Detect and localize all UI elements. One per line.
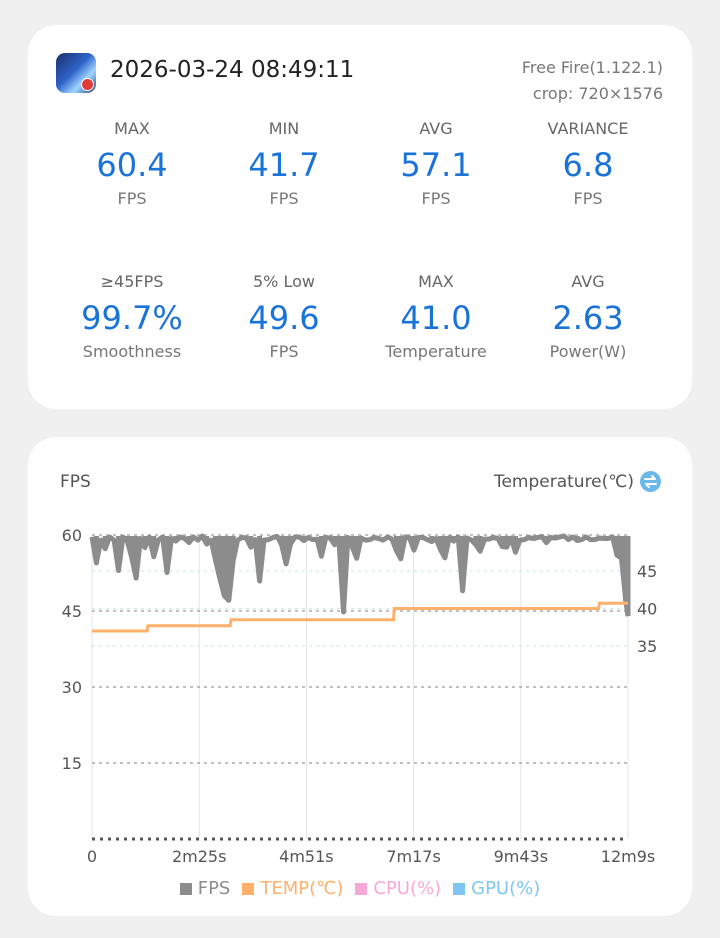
- stat-label: MAX: [114, 119, 150, 138]
- stat-unit: Power(W): [549, 342, 627, 361]
- stat-value: 2.63: [552, 299, 624, 337]
- legend-swatch: [179, 883, 192, 895]
- fps-dip-bar: [230, 536, 236, 561]
- x-tick-label: 4m51s: [279, 847, 333, 866]
- right-axis-title: Temperature(℃): [493, 472, 634, 492]
- legend-label: GPU(%): [471, 878, 541, 899]
- stat-unit: Temperature: [385, 342, 487, 361]
- stat-label: 5% Low: [253, 272, 315, 291]
- session-datetime: 2026-03-24 08:49:11: [110, 57, 355, 83]
- y-left-tick-label: 45: [62, 602, 82, 621]
- stats-grid: MAX 60.4 FPS MIN 41.7 FPS AVG 57.1 FPS V…: [56, 120, 664, 403]
- legend-label: FPS: [197, 878, 231, 899]
- y-right-tick-label: 40: [637, 600, 657, 619]
- y-right-tick-label: 35: [637, 637, 657, 656]
- fps-dip-bar: [618, 536, 624, 558]
- stat-value: 57.1: [400, 146, 472, 184]
- legend-label: CPU(%): [373, 878, 442, 899]
- stat-unit: FPS: [573, 189, 603, 208]
- y-left-tick-label: 30: [62, 678, 82, 697]
- stat-value: 6.8: [562, 146, 614, 184]
- legend-label: TEMP(℃): [260, 878, 344, 899]
- fps-dip-bar: [477, 536, 483, 552]
- legend-swatch: [453, 883, 466, 895]
- summary-card: 2026-03-24 08:49:11 Free Fire(1.122.1) c…: [28, 25, 692, 409]
- stat-label: AVG: [571, 272, 605, 291]
- stat-label: AVG: [419, 119, 453, 138]
- crop-size: crop: 720×1576: [532, 84, 663, 103]
- legend-item[interactable]: CPU(%): [355, 878, 441, 899]
- fps-dip-bar: [473, 536, 479, 545]
- stat-unit: FPS: [269, 189, 299, 208]
- app-name: Free Fire(1.122.1): [521, 58, 663, 77]
- x-tick-label: 0: [87, 847, 97, 866]
- chart-card: 0 2m25s 4m51s 7m17s 9m43s 12m9s 15 30 45 60 35 40 45…: [28, 437, 692, 916]
- legend-item[interactable]: FPS: [179, 878, 231, 899]
- fps-temperature-chart: 0 2m25s 4m51s 7m17s 9m43s 12m9s 15 30 45 60 35 40 45: [62, 526, 658, 866]
- fps-dip-bar: [393, 536, 399, 551]
- stat-value: 99.7%: [81, 299, 183, 337]
- stat-label: ≥45FPS: [100, 272, 164, 291]
- fps-dip-bar: [625, 536, 631, 617]
- fps-dip-bar: [336, 536, 342, 543]
- stat-smoothness: ≥45FPS 99.7% Smoothness: [56, 273, 208, 403]
- fps-series-line: [89, 533, 631, 617]
- temperature-series-line: [92, 601, 628, 633]
- stat-value: 41.0: [400, 299, 472, 337]
- left-axis-title: FPS: [60, 472, 91, 492]
- swap-arrows-glyph: [644, 475, 657, 488]
- y-right-tick-label: 45: [637, 562, 657, 581]
- app-badge: [81, 78, 94, 91]
- fps-dip-bar: [438, 536, 443, 550]
- y-left-tick-label: 15: [62, 754, 82, 773]
- stat-avg-fps: AVG 57.1 FPS: [360, 120, 512, 273]
- fps-dip-bar: [283, 536, 289, 564]
- legend-item[interactable]: GPU(%): [453, 878, 540, 899]
- stat-min-fps: MIN 41.7 FPS: [208, 120, 360, 273]
- x-tick-label: 2m25s: [172, 847, 226, 866]
- stat-label: MAX: [418, 272, 454, 291]
- app-icon: [56, 53, 96, 93]
- stat-unit: FPS: [421, 189, 451, 208]
- fps-dip-bar: [129, 536, 135, 558]
- stat-label: VARIANCE: [547, 119, 629, 138]
- stat-5pct-low: 5% Low 49.6 FPS: [208, 273, 360, 403]
- fps-dip-bar: [217, 536, 223, 579]
- stat-max-temperature: MAX 41.0 Temperature: [360, 273, 512, 403]
- stat-label: MIN: [268, 119, 300, 138]
- stat-unit: Smoothness: [82, 342, 182, 361]
- fps-dip-bar: [213, 536, 218, 561]
- x-tick-label: 7m17s: [386, 847, 440, 866]
- fps-dip-bar: [499, 536, 505, 547]
- swap-vertical-icon[interactable]: [640, 471, 661, 492]
- legend-item[interactable]: TEMP(℃): [242, 878, 343, 899]
- chart-legend: FPS TEMP(℃) CPU(%) GPU(%): [28, 878, 692, 899]
- fps-dip-bar: [221, 536, 227, 596]
- fps-dip-bar: [226, 536, 232, 601]
- x-tick-label: 12m9s: [601, 847, 655, 866]
- stat-value: 49.6: [248, 299, 320, 337]
- stat-unit: FPS: [269, 342, 299, 361]
- stat-value: 60.4: [96, 146, 168, 184]
- legend-swatch: [355, 883, 368, 895]
- stat-avg-power: AVG 2.63 Power(W): [512, 273, 664, 403]
- app-meta: Free Fire(1.122.1) crop: 720×1576: [522, 55, 663, 107]
- y-left-tick-label: 60: [62, 526, 82, 545]
- stat-max-fps: MAX 60.4 FPS: [56, 120, 208, 273]
- legend-swatch: [242, 883, 255, 895]
- stat-value: 41.7: [248, 146, 320, 184]
- stat-variance: VARIANCE 6.8 FPS: [512, 120, 664, 273]
- x-tick-label: 9m43s: [494, 847, 548, 866]
- stat-unit: FPS: [117, 189, 147, 208]
